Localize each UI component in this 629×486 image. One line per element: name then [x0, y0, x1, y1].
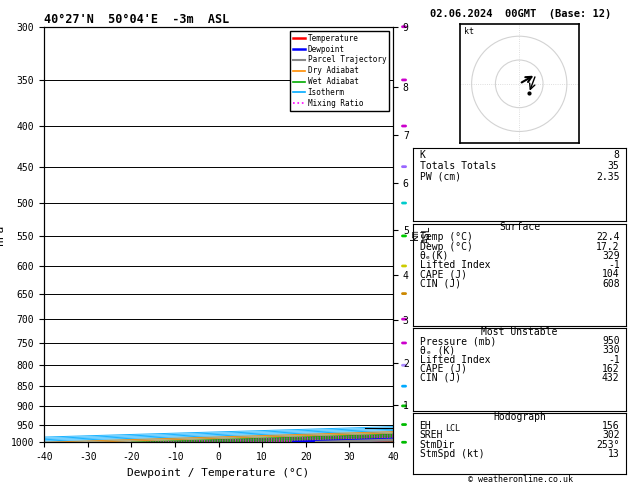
Text: 40°27'N  50°04'E  -3m  ASL: 40°27'N 50°04'E -3m ASL	[44, 13, 230, 26]
Text: 608: 608	[602, 278, 620, 289]
Text: θₑ(K): θₑ(K)	[420, 251, 449, 261]
Text: Totals Totals: Totals Totals	[420, 161, 496, 171]
Text: 22.4: 22.4	[596, 232, 620, 242]
Text: Lifted Index: Lifted Index	[420, 354, 490, 364]
Text: θₑ (K): θₑ (K)	[420, 345, 455, 355]
Text: 02.06.2024  00GMT  (Base: 12): 02.06.2024 00GMT (Base: 12)	[430, 9, 611, 19]
Text: K: K	[420, 150, 425, 160]
Text: EH: EH	[420, 421, 431, 431]
Text: 17.2: 17.2	[596, 242, 620, 252]
Text: StmDir: StmDir	[420, 439, 455, 450]
Text: 950: 950	[602, 336, 620, 346]
Y-axis label: km
ASL: km ASL	[410, 226, 431, 243]
Text: LCL: LCL	[445, 424, 460, 433]
Text: Dewp (°C): Dewp (°C)	[420, 242, 472, 252]
Text: SREH: SREH	[420, 430, 443, 440]
Text: Pressure (mb): Pressure (mb)	[420, 336, 496, 346]
Text: © weatheronline.co.uk: © weatheronline.co.uk	[468, 475, 572, 484]
Text: 432: 432	[602, 373, 620, 383]
Text: kt: kt	[464, 27, 474, 36]
Text: 253°: 253°	[596, 439, 620, 450]
Text: StmSpd (kt): StmSpd (kt)	[420, 449, 484, 459]
Y-axis label: hPa: hPa	[0, 225, 5, 244]
Text: CAPE (J): CAPE (J)	[420, 269, 467, 279]
Text: -1: -1	[608, 260, 620, 270]
Text: 2.35: 2.35	[596, 172, 620, 182]
Text: CAPE (J): CAPE (J)	[420, 364, 467, 374]
Text: 104: 104	[602, 269, 620, 279]
Text: CIN (J): CIN (J)	[420, 278, 460, 289]
X-axis label: Dewpoint / Temperature (°C): Dewpoint / Temperature (°C)	[128, 468, 309, 478]
Text: 162: 162	[602, 364, 620, 374]
Text: 35: 35	[608, 161, 620, 171]
Text: Surface: Surface	[499, 222, 540, 232]
Text: 13: 13	[608, 449, 620, 459]
Text: 329: 329	[602, 251, 620, 261]
Text: 156: 156	[602, 421, 620, 431]
Text: Hodograph: Hodograph	[493, 412, 546, 422]
Text: CIN (J): CIN (J)	[420, 373, 460, 383]
Text: -1: -1	[608, 354, 620, 364]
Legend: Temperature, Dewpoint, Parcel Trajectory, Dry Adiabat, Wet Adiabat, Isotherm, Mi: Temperature, Dewpoint, Parcel Trajectory…	[290, 31, 389, 111]
Text: 330: 330	[602, 345, 620, 355]
Text: Temp (°C): Temp (°C)	[420, 232, 472, 242]
Text: PW (cm): PW (cm)	[420, 172, 460, 182]
Text: 302: 302	[602, 430, 620, 440]
Text: Lifted Index: Lifted Index	[420, 260, 490, 270]
Text: 8: 8	[614, 150, 620, 160]
Text: Most Unstable: Most Unstable	[481, 327, 558, 337]
